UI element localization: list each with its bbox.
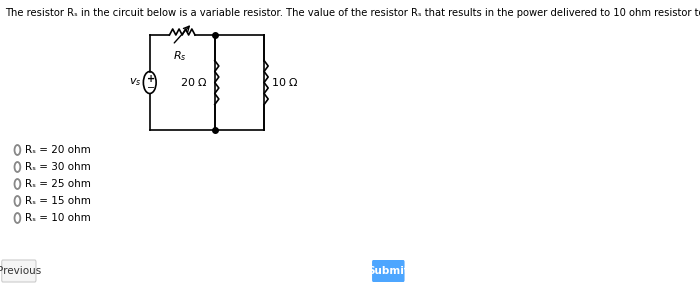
Text: Rₛ = 15 ohm: Rₛ = 15 ohm xyxy=(25,196,91,206)
FancyBboxPatch shape xyxy=(1,260,36,282)
FancyBboxPatch shape xyxy=(372,260,405,282)
Text: Submit: Submit xyxy=(368,266,409,276)
Text: Rₛ = 10 ohm: Rₛ = 10 ohm xyxy=(25,213,91,223)
Text: $v_s$: $v_s$ xyxy=(130,77,141,88)
Text: Previous: Previous xyxy=(0,266,41,276)
Text: 20 $\Omega$: 20 $\Omega$ xyxy=(180,76,208,89)
Text: 10 $\Omega$: 10 $\Omega$ xyxy=(271,76,299,89)
Text: Rₛ = 30 ohm: Rₛ = 30 ohm xyxy=(25,162,91,172)
Text: $R_s$: $R_s$ xyxy=(172,49,186,63)
Text: −: − xyxy=(147,82,155,93)
Text: +: + xyxy=(147,74,155,84)
Text: The resistor Rₛ in the circuit below is a variable resistor. The value of the re: The resistor Rₛ in the circuit below is … xyxy=(5,8,700,18)
Text: Rₛ = 25 ohm: Rₛ = 25 ohm xyxy=(25,179,91,189)
Text: Rₛ = 20 ohm: Rₛ = 20 ohm xyxy=(25,145,91,155)
